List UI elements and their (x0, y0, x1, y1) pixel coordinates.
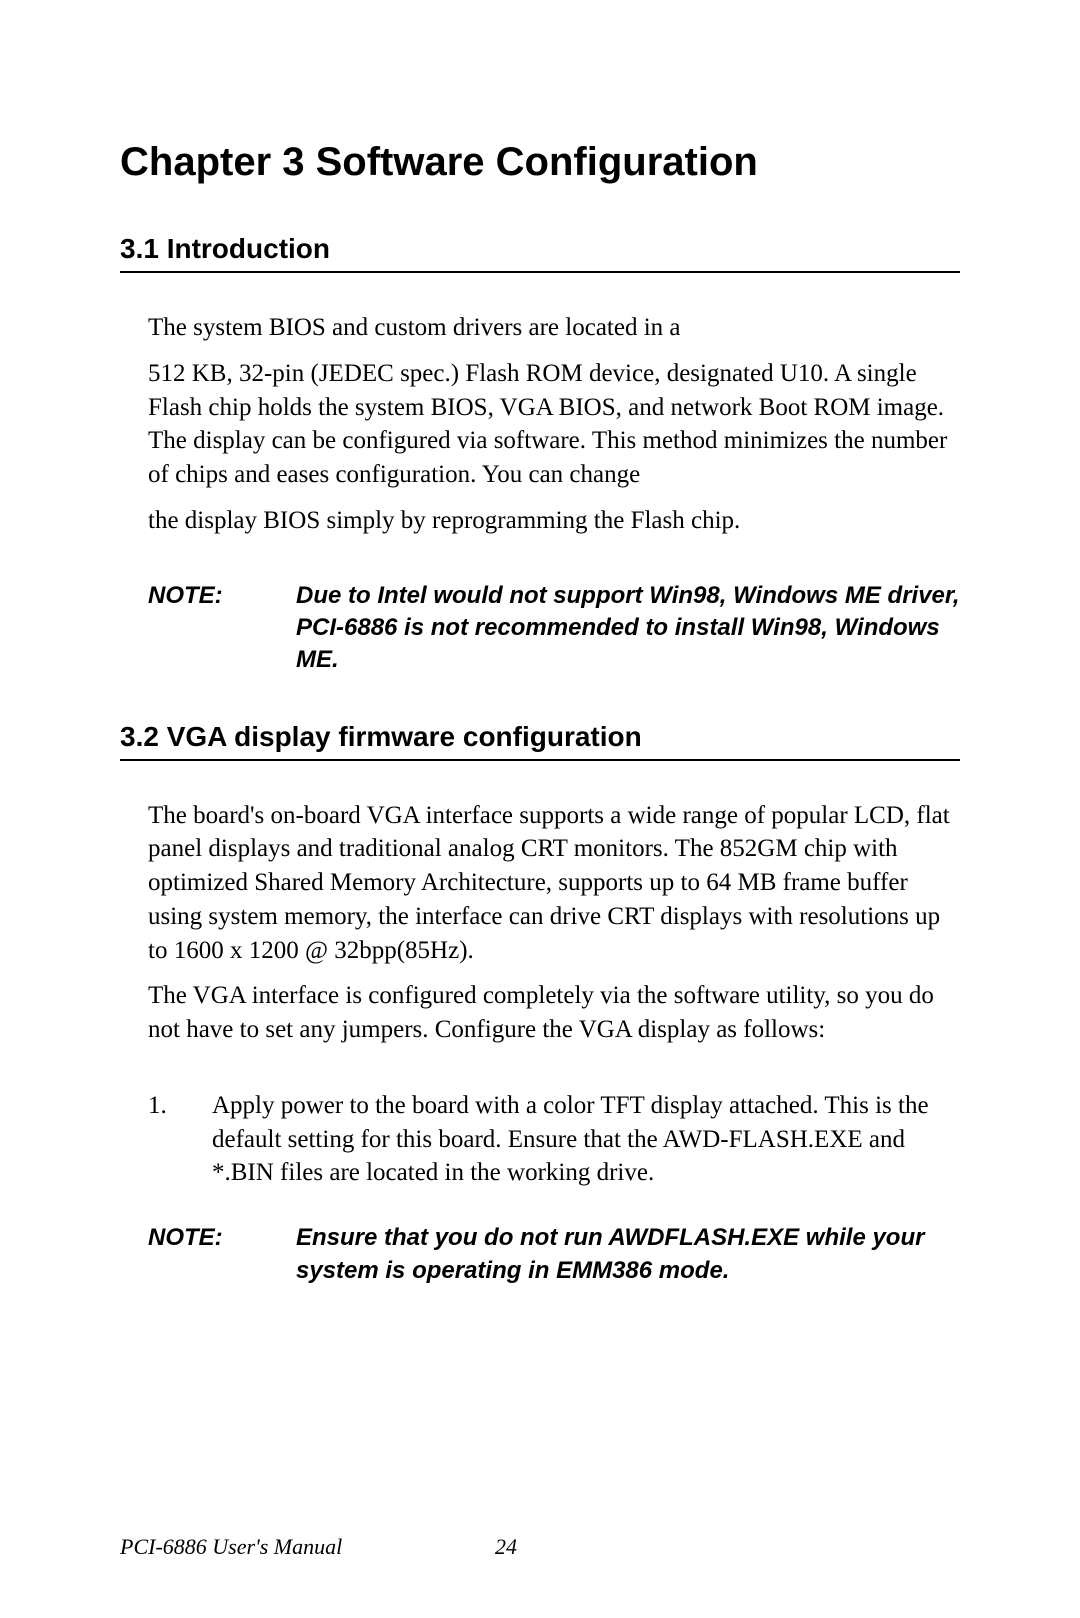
section-heading-3-1: 3.1 Introduction (120, 233, 960, 273)
body-paragraph: The system BIOS and custom drivers are l… (148, 311, 960, 345)
note-label: NOTE: (148, 1222, 296, 1287)
footer-manual-title: PCI-6886 User's Manual (120, 1534, 342, 1560)
list-text: Apply power to the board with a color TF… (212, 1089, 960, 1190)
note-block: NOTE: Ensure that you do not run AWDFLAS… (148, 1222, 960, 1287)
document-page: Chapter 3 Software Configuration 3.1 Int… (0, 0, 1080, 1391)
body-paragraph: the display BIOS simply by reprogramming… (148, 504, 960, 538)
note-block: NOTE: Due to Intel would not support Win… (148, 580, 960, 677)
footer-page-number: 24 (495, 1534, 517, 1560)
ordered-list-item: 1. Apply power to the board with a color… (148, 1089, 960, 1190)
body-paragraph: The board's on-board VGA interface suppo… (148, 799, 960, 968)
list-number: 1. (148, 1089, 212, 1190)
body-paragraph: The VGA interface is configured complete… (148, 979, 960, 1047)
body-paragraph: 512 KB, 32-pin (JEDEC spec.) Flash ROM d… (148, 357, 960, 492)
note-label: NOTE: (148, 580, 296, 677)
section-heading-3-2: 3.2 VGA display firmware configuration (120, 721, 960, 761)
note-text: Ensure that you do not run AWDFLASH.EXE … (296, 1222, 960, 1287)
note-text: Due to Intel would not support Win98, Wi… (296, 580, 960, 677)
page-footer: PCI-6886 User's Manual 24 (120, 1534, 960, 1560)
chapter-title: Chapter 3 Software Configuration (120, 140, 960, 185)
